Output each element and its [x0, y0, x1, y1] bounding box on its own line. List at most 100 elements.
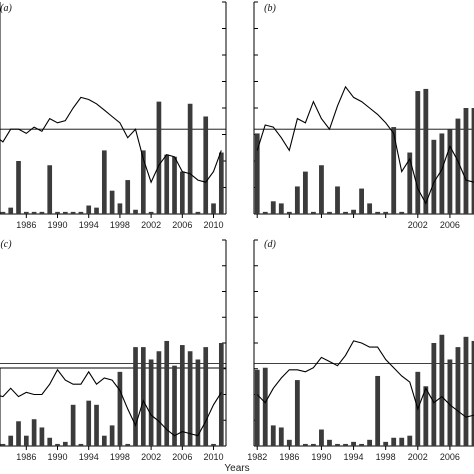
panel-b-bar-1984	[270, 201, 276, 214]
panel-c-bar-2006	[179, 345, 185, 446]
panel-a-bar-1991	[62, 211, 68, 214]
panel-c-bar-1986	[23, 435, 29, 446]
panel-c-x-tick-label-1986: 1986	[16, 452, 36, 462]
panel-c-bar-1993	[78, 443, 84, 446]
panel-b-bar-2002	[415, 91, 421, 214]
panel-b-bar-2003	[423, 88, 429, 214]
panel-c-bar-2005	[172, 365, 177, 446]
panel-b-bar-2001	[407, 152, 413, 214]
panel-d-x-tick-label-1998: 1998	[376, 452, 396, 462]
panel-a-x-tick-label-2010: 2010	[204, 220, 224, 230]
panel-d-x-tick-label-1986: 1986	[279, 452, 299, 462]
panel-d-bar-2003	[423, 386, 429, 446]
panel-a-bar-1990	[55, 211, 60, 214]
panel-c-bar-1991	[62, 441, 68, 446]
panel-c-bar-1996	[101, 435, 107, 446]
panel-c: 1986 1990 1994 1998 2002 2006 2010 (c)	[0, 239, 227, 462]
panel-b-bar-2000	[399, 211, 405, 214]
panel-c-x-tick-label-2006: 2006	[172, 452, 192, 462]
panel-c-bar-2001	[140, 347, 146, 446]
panel-c-bar-2010	[211, 443, 216, 446]
panel-a-bar-1989	[47, 165, 53, 214]
panel-b-x-tick-label-2002: 2002	[408, 220, 428, 230]
panel-b-bar-2009	[471, 108, 474, 214]
panel-d-bar-1993	[343, 443, 348, 446]
panel-d-x-tick-label-2006: 2006	[440, 452, 460, 462]
panel-a-bar-2010	[211, 203, 216, 214]
panel-d-bar-1982	[254, 369, 260, 446]
panel-d-bar-1999	[391, 437, 397, 446]
panel-a-bar-1986	[23, 211, 29, 214]
panel-a-bar-1999	[125, 180, 131, 214]
panel-c-x-tick-label-1994: 1994	[79, 452, 99, 462]
panel-c-bar-1984	[8, 435, 14, 446]
panel-a-x-tick-label-2002: 2002	[141, 220, 161, 230]
panel-c-bar-1997	[109, 425, 115, 446]
panel-b-line-series	[256, 85, 474, 205]
panel-c-bar-1998	[117, 371, 123, 446]
panel-a-bar-1995	[94, 207, 99, 214]
panel-d: 1982 1986 1990 1994 1998 2002 2006 (d)	[247, 239, 474, 462]
panel-d-x-tick-label-2002: 2002	[408, 452, 428, 462]
panel-c-bar-1995	[94, 404, 99, 446]
panel-c-bar-1987	[31, 419, 37, 446]
panel-c-x-tick-label-1990: 1990	[48, 452, 68, 462]
panel-b: 2002 2006 (b)	[253, 1, 474, 230]
panel-c-bar-1988	[39, 427, 45, 446]
panel-d-bar-1986	[286, 439, 292, 446]
panel-d-bar-1988	[302, 443, 308, 446]
panel-a-bar-2011	[218, 152, 224, 214]
panel-d-line-series	[256, 340, 474, 418]
panel-c-bar-1992	[70, 404, 76, 446]
panel-d-bar-1992	[335, 443, 340, 446]
panel-a-x-tick-label-2006: 2006	[172, 220, 192, 230]
panel-d-bar-1984	[270, 425, 276, 446]
panel-b-bar-1996	[367, 203, 373, 214]
panel-c-bar-1989	[47, 437, 53, 446]
panel-a-bar-2008	[195, 211, 201, 214]
panel-b-label: (b)	[264, 3, 276, 14]
panel-c-bar-2008	[195, 359, 201, 446]
panel-a-bar-2007	[187, 103, 193, 214]
panel-b-bar-1987	[294, 186, 300, 214]
panel-c-label: (c)	[0, 239, 12, 250]
panel-b-bar-1991	[327, 211, 332, 214]
panel-d-bar-1994	[351, 441, 356, 446]
panel-d-bar-1985	[278, 427, 284, 446]
panel-d-label: (d)	[264, 239, 276, 250]
panel-a-bar-1987	[31, 211, 37, 214]
panel-b-bar-1985	[278, 203, 284, 214]
panel-b-bar-1988	[302, 171, 308, 214]
panel-a-bar-1996	[101, 150, 107, 214]
panel-c-bar-1994	[86, 400, 92, 446]
panel-d-x-tick-label-1990: 1990	[311, 452, 331, 462]
panel-a-x-tick-label-1998: 1998	[110, 220, 130, 230]
panel-d-bar-1998	[383, 441, 389, 446]
panel-c-bar-1990	[55, 443, 60, 446]
panel-a-bar-2000	[133, 209, 138, 214]
panel-a-bar-2004	[164, 154, 170, 214]
panel-b-bar-1990	[319, 165, 324, 214]
panel-c-bar-2009	[203, 347, 209, 446]
panel-a-bar-2001	[140, 150, 146, 214]
panel-d-bar-2006	[447, 359, 453, 446]
panel-d-bar-1990	[319, 429, 324, 446]
panel-d-bar-1987	[294, 380, 300, 446]
panel-c-bar-1983	[0, 443, 6, 446]
panel-a-bar-1993	[78, 211, 84, 214]
panel-b-x-tick-label-2006: 2006	[440, 220, 460, 230]
panel-a-bar-2006	[179, 171, 185, 214]
panel-a-x-tick-label-1986: 1986	[16, 220, 36, 230]
panel-d-bar-1995	[359, 443, 364, 446]
panel-b-bar-1997	[375, 211, 381, 214]
panel-a-bar-2005	[172, 156, 177, 214]
panel-a-bar-2009	[203, 116, 209, 214]
panel-c-bar-2007	[187, 351, 193, 446]
panel-b-bar-1989	[311, 211, 316, 214]
panel-d-bar-1996	[367, 439, 373, 446]
panel-b-bar-1992	[335, 186, 340, 214]
panel-b-bar-1983	[262, 211, 268, 214]
panel-b-bar-1994	[351, 209, 356, 214]
panel-a: 1986 1990 1994 1998 2002 2006 2010 (a)	[0, 1, 227, 230]
panel-a-x-tick-label-1990: 1990	[48, 220, 68, 230]
